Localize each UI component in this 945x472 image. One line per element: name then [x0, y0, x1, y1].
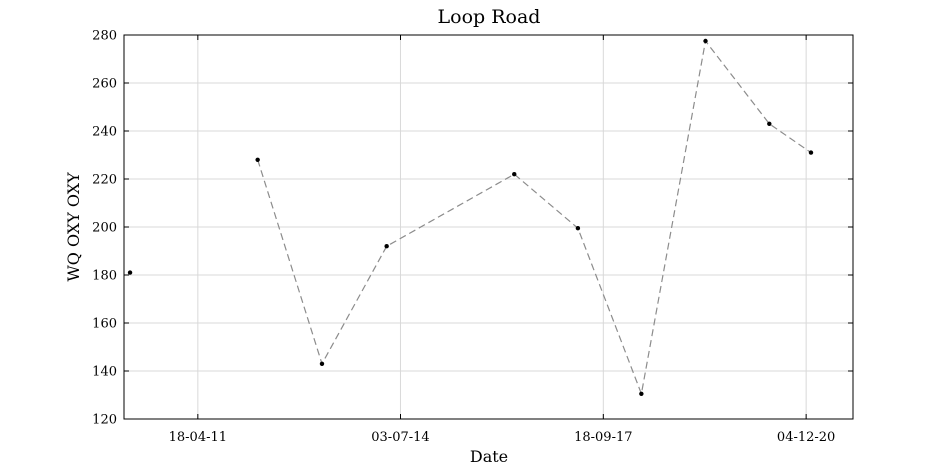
data-point [639, 391, 644, 396]
y-tick-label: 220 [92, 173, 117, 188]
y-axis-label: WQ OXY OXY [64, 172, 83, 282]
series-line [257, 39, 812, 397]
data-point [319, 361, 325, 366]
grid-lines [124, 34, 853, 420]
data-point [703, 38, 708, 44]
data-point [512, 172, 517, 177]
data-point [808, 150, 814, 155]
x-tick-label: 04-12-20 [777, 430, 835, 445]
x-tick-label: 03-07-14 [371, 430, 429, 445]
data-point [767, 121, 772, 127]
y-tick-label: 280 [92, 29, 117, 44]
x-tick-label: 18-04-11 [169, 430, 227, 445]
x-axis-label: Date [470, 447, 508, 466]
y-tick-label: 140 [92, 365, 117, 380]
data-point [127, 270, 133, 275]
x-tick-label: 18-09-17 [574, 430, 632, 445]
data-point [384, 244, 389, 249]
y-tick-label: 120 [92, 413, 117, 428]
data-point [575, 226, 581, 231]
y-axis: 120 140 160 180 200 220 240 260 280 [92, 29, 853, 428]
y-tick-label: 240 [92, 125, 117, 140]
y-tick-label: 200 [92, 221, 117, 236]
x-axis: 18-04-11 03-07-14 18-09-17 04-12-20 [169, 35, 835, 445]
chart-title: Loop Road [438, 6, 541, 28]
series-group [127, 38, 814, 397]
y-tick-label: 160 [92, 317, 117, 332]
data-point [255, 157, 260, 162]
y-tick-label: 260 [92, 77, 117, 92]
y-tick-label: 180 [92, 269, 117, 284]
